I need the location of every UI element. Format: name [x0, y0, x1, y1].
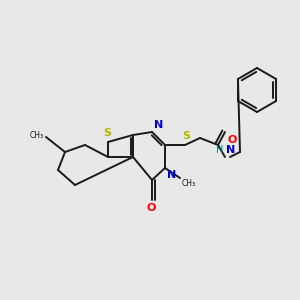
Text: S: S	[182, 131, 190, 141]
Text: CH₃: CH₃	[30, 131, 44, 140]
Text: N: N	[226, 145, 235, 155]
Text: N: N	[167, 170, 176, 180]
Text: CH₃: CH₃	[182, 179, 196, 188]
Text: S: S	[103, 128, 111, 138]
Text: O: O	[227, 135, 236, 145]
Text: O: O	[146, 203, 156, 213]
Text: N: N	[154, 120, 163, 130]
Text: H: H	[216, 145, 223, 155]
